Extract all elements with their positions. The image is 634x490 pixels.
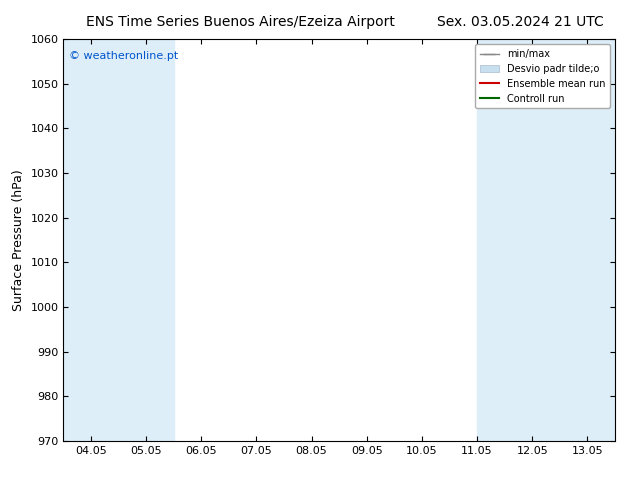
Text: Sex. 03.05.2024 21 UTC: Sex. 03.05.2024 21 UTC [436,15,604,29]
Bar [533,39,588,441]
Legend: min/max, Desvio padr tilde;o, Ensemble mean run, Controll run: min/max, Desvio padr tilde;o, Ensemble m… [475,44,610,108]
Text: ENS Time Series Buenos Aires/Ezeiza Airport: ENS Time Series Buenos Aires/Ezeiza Airp… [86,15,396,29]
Bar [477,39,533,441]
Bar [63,39,119,441]
Bar [119,39,174,441]
Bar [588,39,615,441]
Text: © weatheronline.pt: © weatheronline.pt [69,51,178,61]
Y-axis label: Surface Pressure (hPa): Surface Pressure (hPa) [12,169,25,311]
